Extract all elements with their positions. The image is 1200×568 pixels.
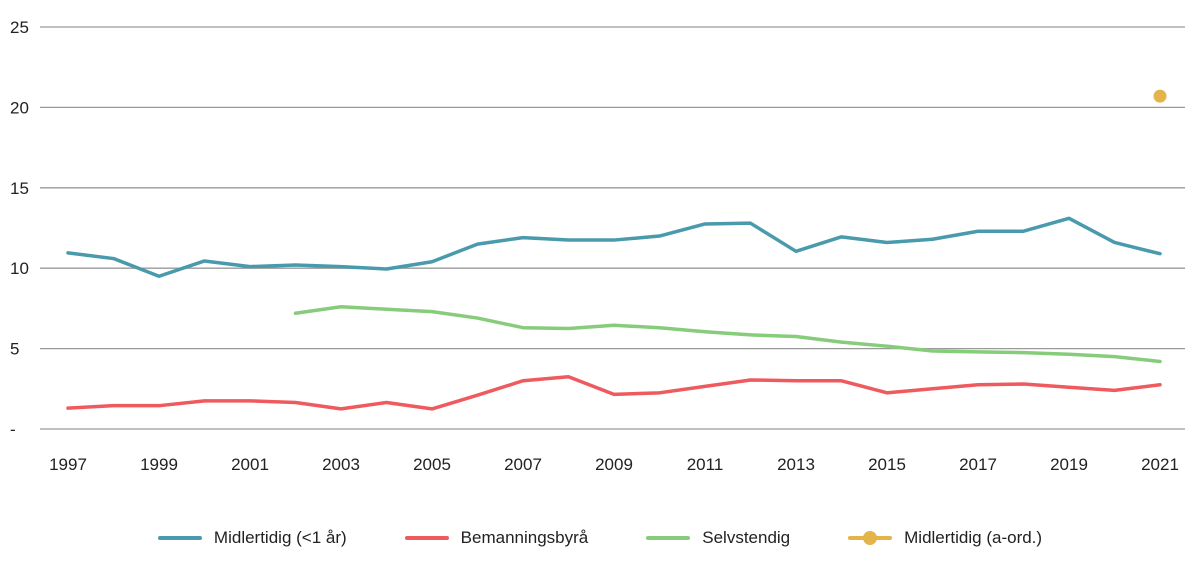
y-tick-label: 5 <box>10 340 19 359</box>
legend-swatch <box>404 536 449 540</box>
legend: Midlertidig (<1 år) Bemanningsbyrå Selvste… <box>0 528 1200 548</box>
y-tick-label: - <box>10 420 16 439</box>
series-line-1 <box>66 374 1162 411</box>
y-tick-label: 25 <box>10 18 29 37</box>
x-tick-label: 2001 <box>231 455 269 474</box>
legend-item: Selvstendig <box>646 528 790 548</box>
x-tick-label: 2003 <box>322 455 360 474</box>
x-tick-label: 1999 <box>140 455 178 474</box>
legend-label: Midlertidig (<1 år) <box>213 528 347 547</box>
legend-item: Midlertidig (a-ord.) <box>848 528 1042 548</box>
x-tick-label: 2005 <box>413 455 451 474</box>
y-tick-label: 20 <box>10 98 29 117</box>
x-tick-label: 2017 <box>959 455 997 474</box>
legend-item: Bemanningsbyrå <box>404 528 589 548</box>
x-tick-label: 2021 <box>1141 455 1179 474</box>
legend-swatch <box>848 531 893 545</box>
x-tick-label: 1997 <box>49 455 87 474</box>
series-line-2 <box>293 305 1162 364</box>
x-tick-label: 2015 <box>868 455 906 474</box>
legend-item: Midlertidig (<1 år) <box>157 528 347 548</box>
y-tick-label: 10 <box>10 259 29 278</box>
x-tick-label: 2007 <box>504 455 542 474</box>
legend-swatch <box>646 536 691 540</box>
legend-swatch <box>157 536 202 540</box>
legend-label: Selvstendig <box>702 528 791 547</box>
x-tick-label: 2013 <box>777 455 815 474</box>
x-tick-label: 2011 <box>687 455 724 474</box>
x-tick-label: 2019 <box>1050 455 1088 474</box>
x-tick-label: 2009 <box>595 455 633 474</box>
line-chart: - 5 10 15 20 25 1997 1999 2001 2003 2005 2007 2009 20… <box>10 18 1185 474</box>
legend-label: Midlertidig (a-ord.) <box>904 528 1043 547</box>
legend-label: Bemanningsbyrå <box>460 528 589 547</box>
series-line-0 <box>66 216 1162 278</box>
data-point <box>1153 89 1167 103</box>
legend-dot-icon <box>863 531 878 545</box>
y-tick-label: 15 <box>10 179 29 198</box>
